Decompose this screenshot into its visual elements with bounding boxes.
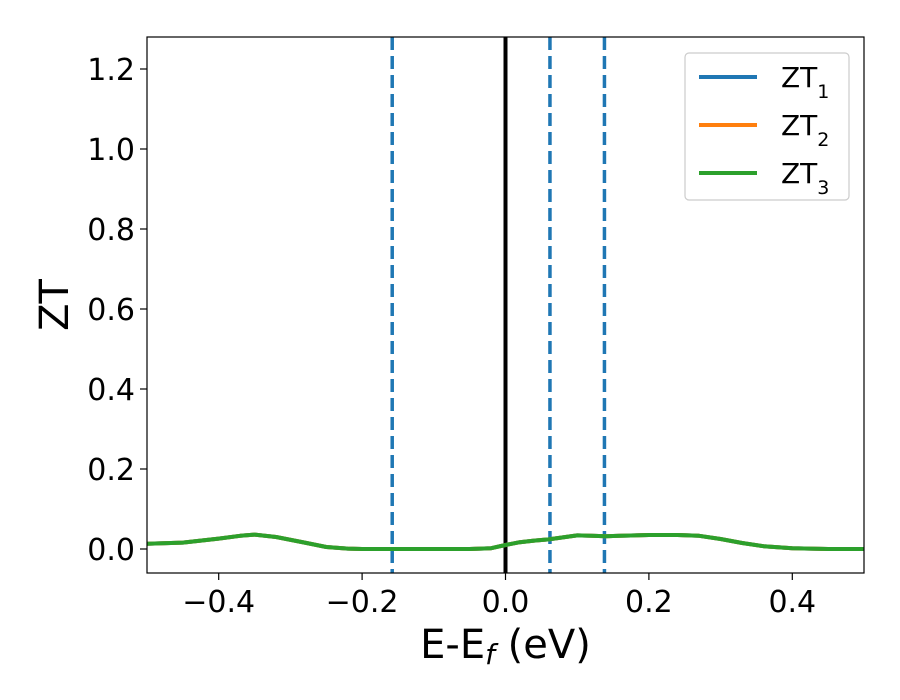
x-tick-label: 0.4: [768, 585, 816, 620]
legend-label-base: ZT: [781, 61, 818, 94]
legend-label-subscript: 3: [817, 177, 829, 199]
legend-box: [684, 52, 850, 201]
x-tick-label: −0.2: [326, 585, 399, 620]
x-axis-label-unit: (eV): [495, 622, 591, 668]
axes: −0.4 −0.2 0.0 0.2 0.4 0.0 0.2 0.4 0.6 0.8 1.0 1.2: [87, 36, 865, 620]
legend-label-zt1: ZT1: [781, 61, 829, 103]
legend-label-subscript: 1: [817, 81, 829, 103]
y-tick-label: 1.2: [87, 53, 135, 88]
x-tick-label: 0.2: [625, 585, 673, 620]
y-tick-label: 0.0: [87, 533, 135, 568]
legend-label-zt2: ZT2: [781, 109, 829, 151]
y-tick-label: 1.0: [87, 133, 135, 168]
legend-label-base: ZT: [781, 109, 818, 142]
plot-area: [147, 37, 864, 573]
legend-label-zt3: ZT3: [781, 157, 829, 199]
y-axis-label: ZT: [32, 279, 78, 331]
x-tick-label: 0.0: [482, 585, 530, 620]
series-line-zt3: [147, 532, 864, 551]
y-tick-label: 0.8: [87, 213, 135, 248]
y-tick-label: 0.2: [87, 453, 135, 488]
y-tick-label: 0.4: [87, 373, 135, 408]
x-axis-label-base: E-E: [420, 622, 485, 668]
x-tick-label: −0.4: [182, 585, 255, 620]
legend-label-base: ZT: [781, 157, 818, 190]
x-axis-label: E-Ef (eV): [420, 622, 591, 671]
y-tick-label: 0.6: [87, 293, 135, 328]
plot-inner: [147, 37, 864, 573]
legend-label-subscript: 2: [817, 129, 829, 151]
